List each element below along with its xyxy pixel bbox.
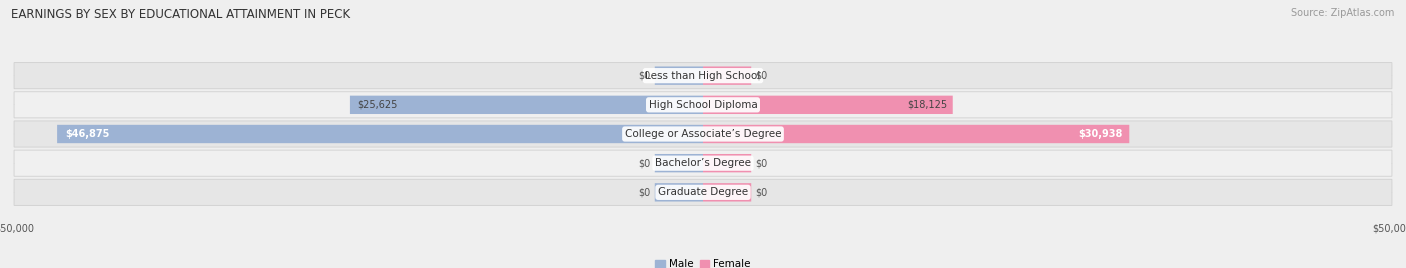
Text: $0: $0 (638, 158, 651, 168)
Text: $0: $0 (755, 71, 768, 81)
Legend: Male, Female: Male, Female (655, 259, 751, 268)
FancyBboxPatch shape (703, 96, 953, 114)
FancyBboxPatch shape (350, 96, 703, 114)
Text: High School Diploma: High School Diploma (648, 100, 758, 110)
FancyBboxPatch shape (655, 183, 703, 202)
Text: $0: $0 (755, 187, 768, 197)
FancyBboxPatch shape (703, 154, 751, 172)
Text: EARNINGS BY SEX BY EDUCATIONAL ATTAINMENT IN PECK: EARNINGS BY SEX BY EDUCATIONAL ATTAINMEN… (11, 8, 350, 21)
FancyBboxPatch shape (14, 63, 1392, 89)
FancyBboxPatch shape (655, 154, 703, 172)
Text: $46,875: $46,875 (66, 129, 110, 139)
FancyBboxPatch shape (14, 92, 1392, 118)
FancyBboxPatch shape (58, 125, 703, 143)
FancyBboxPatch shape (703, 183, 751, 202)
Text: $0: $0 (638, 71, 651, 81)
Text: $18,125: $18,125 (907, 100, 948, 110)
Text: Less than High School: Less than High School (645, 71, 761, 81)
Text: $0: $0 (638, 187, 651, 197)
FancyBboxPatch shape (703, 66, 751, 85)
Text: Source: ZipAtlas.com: Source: ZipAtlas.com (1291, 8, 1395, 18)
FancyBboxPatch shape (14, 121, 1392, 147)
FancyBboxPatch shape (655, 66, 703, 85)
Text: $30,938: $30,938 (1078, 129, 1122, 139)
Text: Graduate Degree: Graduate Degree (658, 187, 748, 197)
Text: $0: $0 (755, 158, 768, 168)
FancyBboxPatch shape (14, 150, 1392, 176)
FancyBboxPatch shape (14, 179, 1392, 205)
Text: $25,625: $25,625 (357, 100, 396, 110)
FancyBboxPatch shape (703, 125, 1129, 143)
Text: Bachelor’s Degree: Bachelor’s Degree (655, 158, 751, 168)
Text: College or Associate’s Degree: College or Associate’s Degree (624, 129, 782, 139)
